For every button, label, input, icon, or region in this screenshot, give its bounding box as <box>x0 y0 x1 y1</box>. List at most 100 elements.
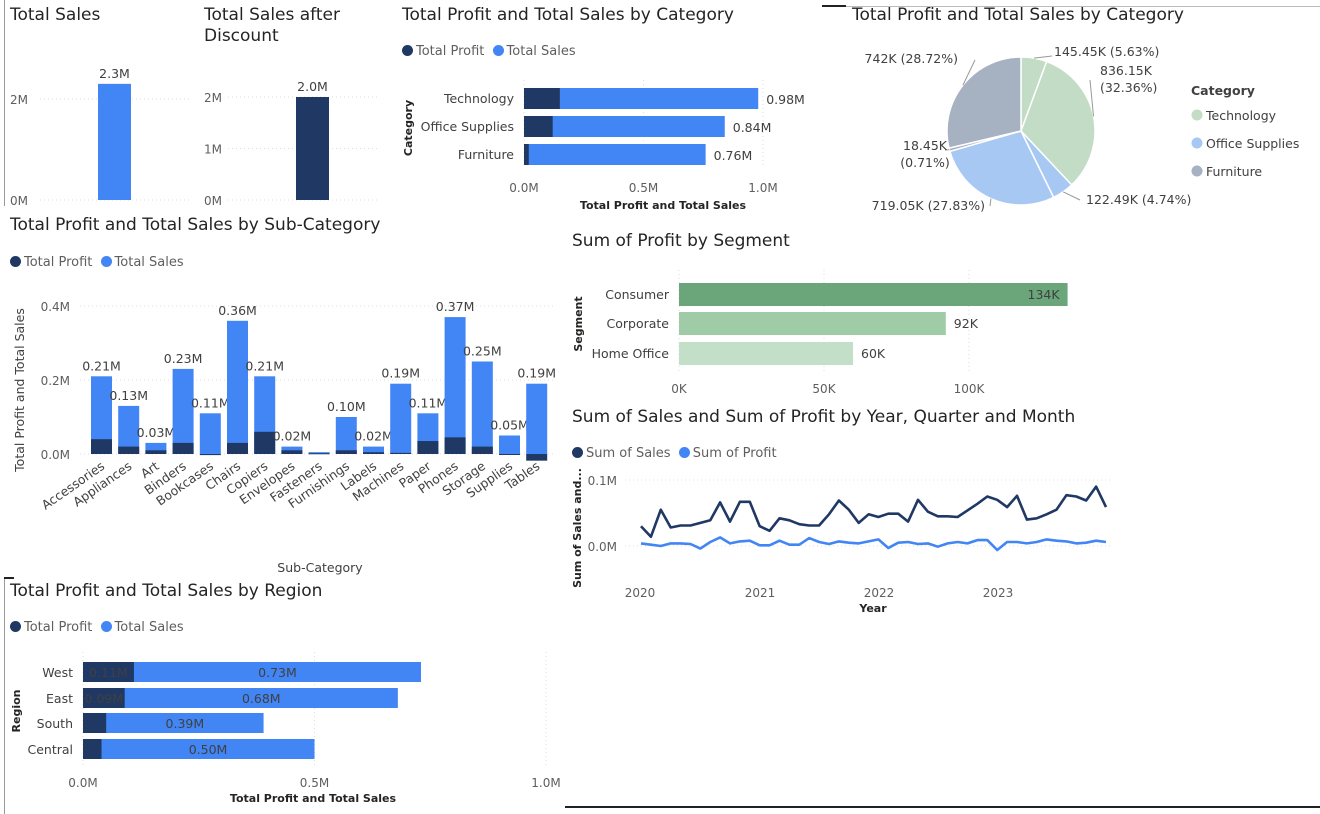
bar-total-sales[interactable] <box>308 452 330 454</box>
bar-total-profit[interactable] <box>83 662 134 682</box>
frame-region-top-mark <box>4 577 14 579</box>
pie-slice[interactable] <box>946 56 1022 150</box>
x-tick-label: 1.0M <box>748 181 777 195</box>
pie-data-label: 719.05K (27.83%) <box>872 198 985 213</box>
bar-total-sales[interactable] <box>83 662 421 682</box>
bar-sum-of-profit[interactable] <box>679 283 1068 306</box>
legend-total-sales[interactable]: Total Sales <box>100 620 184 635</box>
y-category-label: Consumer <box>605 287 670 302</box>
legend-sum-of-sales[interactable]: Sum of Sales <box>572 446 671 461</box>
bar-total-profit[interactable] <box>524 88 560 109</box>
y-category-label: Home Office <box>592 346 670 361</box>
y-axis-title: Segment <box>572 296 585 351</box>
legend-dot-icon <box>572 447 583 458</box>
pie-data-label: 145.45K (5.63%) <box>1054 44 1159 59</box>
legend-total-profit[interactable]: Total Profit <box>10 620 92 635</box>
bar-total-sales[interactable] <box>227 320 248 454</box>
pie-legend-dot-icon[interactable] <box>1191 109 1203 121</box>
legend-total-sales[interactable]: Total Sales <box>492 44 576 59</box>
data-label: 0.03M <box>137 425 176 440</box>
bar-total-profit[interactable] <box>308 453 330 455</box>
bar-total-profit[interactable] <box>227 442 248 454</box>
x-tick-label: 0.5M <box>300 776 329 790</box>
bar-total-sales[interactable] <box>524 144 706 165</box>
data-label: 0.23M <box>164 351 203 366</box>
bar-total-sales[interactable] <box>83 739 315 759</box>
bar-total-sales[interactable] <box>98 83 131 200</box>
pie-slice[interactable] <box>1020 60 1096 186</box>
y-tick-label: 2M <box>204 91 222 105</box>
bar-total-profit[interactable] <box>363 452 384 454</box>
bar-total-profit[interactable] <box>417 441 439 454</box>
pie-legend-dot-icon[interactable] <box>1191 165 1203 177</box>
x-tick-label: 0K <box>671 382 688 396</box>
bar-total-sales[interactable] <box>363 446 384 454</box>
legend-total-profit[interactable]: Total Profit <box>10 255 92 270</box>
bar-total-sales[interactable] <box>83 688 398 708</box>
legend-total-sales[interactable]: Total Sales <box>100 255 184 270</box>
bar-total-sales[interactable] <box>172 368 194 454</box>
bar-total-profit[interactable] <box>390 452 412 454</box>
bar-total-profit[interactable] <box>471 446 493 454</box>
bar-total-profit[interactable] <box>499 454 520 455</box>
y-category-label: West <box>42 665 73 680</box>
pie-slice[interactable] <box>948 130 1055 206</box>
bar-total-profit[interactable] <box>83 688 125 708</box>
bar-total-sales-after-discount[interactable] <box>296 97 329 200</box>
pie-leader-line <box>962 59 976 86</box>
legend-total-profit[interactable]: Total Profit <box>402 44 484 59</box>
bar-total-sales[interactable] <box>526 383 548 454</box>
data-label: 0.11M <box>89 665 128 680</box>
bar-total-sales[interactable] <box>91 376 112 454</box>
pie-data-label: (32.36%) <box>1100 80 1157 95</box>
bar-total-profit[interactable] <box>526 454 548 461</box>
bar-total-profit[interactable] <box>172 442 194 454</box>
bar-total-profit[interactable] <box>444 437 466 454</box>
bar-total-sales[interactable] <box>118 405 140 454</box>
bar-total-sales[interactable] <box>335 417 357 454</box>
data-label: 0.39M <box>166 716 205 731</box>
bar-total-profit[interactable] <box>254 431 276 454</box>
x-tick-label: 2023 <box>983 586 1014 600</box>
bar-total-profit[interactable] <box>83 739 102 759</box>
bar-total-sales[interactable] <box>444 317 466 454</box>
bar-total-profit[interactable] <box>281 450 303 454</box>
y-axis-title: Total Profit and Total Sales <box>12 308 27 473</box>
bar-total-sales[interactable] <box>499 435 520 455</box>
legend-label: Sum of Profit <box>692 446 777 461</box>
bar-total-profit[interactable] <box>83 713 107 733</box>
bar-sum-of-profit[interactable] <box>679 312 946 335</box>
bar-total-profit[interactable] <box>145 450 167 454</box>
legend-dot-icon <box>678 447 690 458</box>
bar-total-sales[interactable] <box>199 413 221 454</box>
bar-total-profit[interactable] <box>335 450 357 454</box>
bar-total-profit[interactable] <box>199 454 221 456</box>
bar-total-sales[interactable] <box>524 88 759 109</box>
bar-total-profit[interactable] <box>118 446 140 454</box>
y-category-label: Technology <box>443 91 515 106</box>
pie-legend-dot-icon[interactable] <box>1191 137 1203 149</box>
y-axis-title: Category <box>402 100 415 156</box>
bar-total-profit[interactable] <box>91 439 112 454</box>
bar-total-sales[interactable] <box>145 442 167 454</box>
pie-leader-line <box>1062 191 1081 201</box>
line-sum-of-profit[interactable] <box>640 536 1107 552</box>
pie-legend-title: Category <box>1191 83 1255 98</box>
bar-total-profit[interactable] <box>524 144 529 165</box>
bar-sum-of-profit[interactable] <box>679 342 853 365</box>
bar-total-sales[interactable] <box>471 361 493 455</box>
y-category-label: East <box>46 691 73 706</box>
x-axis-title: Total Profit and Total Sales <box>230 792 397 805</box>
line-sum-of-sales[interactable] <box>640 485 1108 539</box>
y-category-label: South <box>37 716 73 731</box>
data-label: 0.19M <box>381 366 420 381</box>
x-tick-label: 0.5M <box>629 181 658 195</box>
subcategory-legend: Total Profit Total Sales <box>10 255 188 270</box>
bar-total-sales[interactable] <box>390 383 412 454</box>
bar-total-sales[interactable] <box>83 713 264 733</box>
data-label: 0.09M <box>85 691 124 706</box>
bar-total-sales[interactable] <box>524 116 725 137</box>
bar-total-profit[interactable] <box>524 116 553 137</box>
legend-sum-of-profit[interactable]: Sum of Profit <box>678 446 777 461</box>
